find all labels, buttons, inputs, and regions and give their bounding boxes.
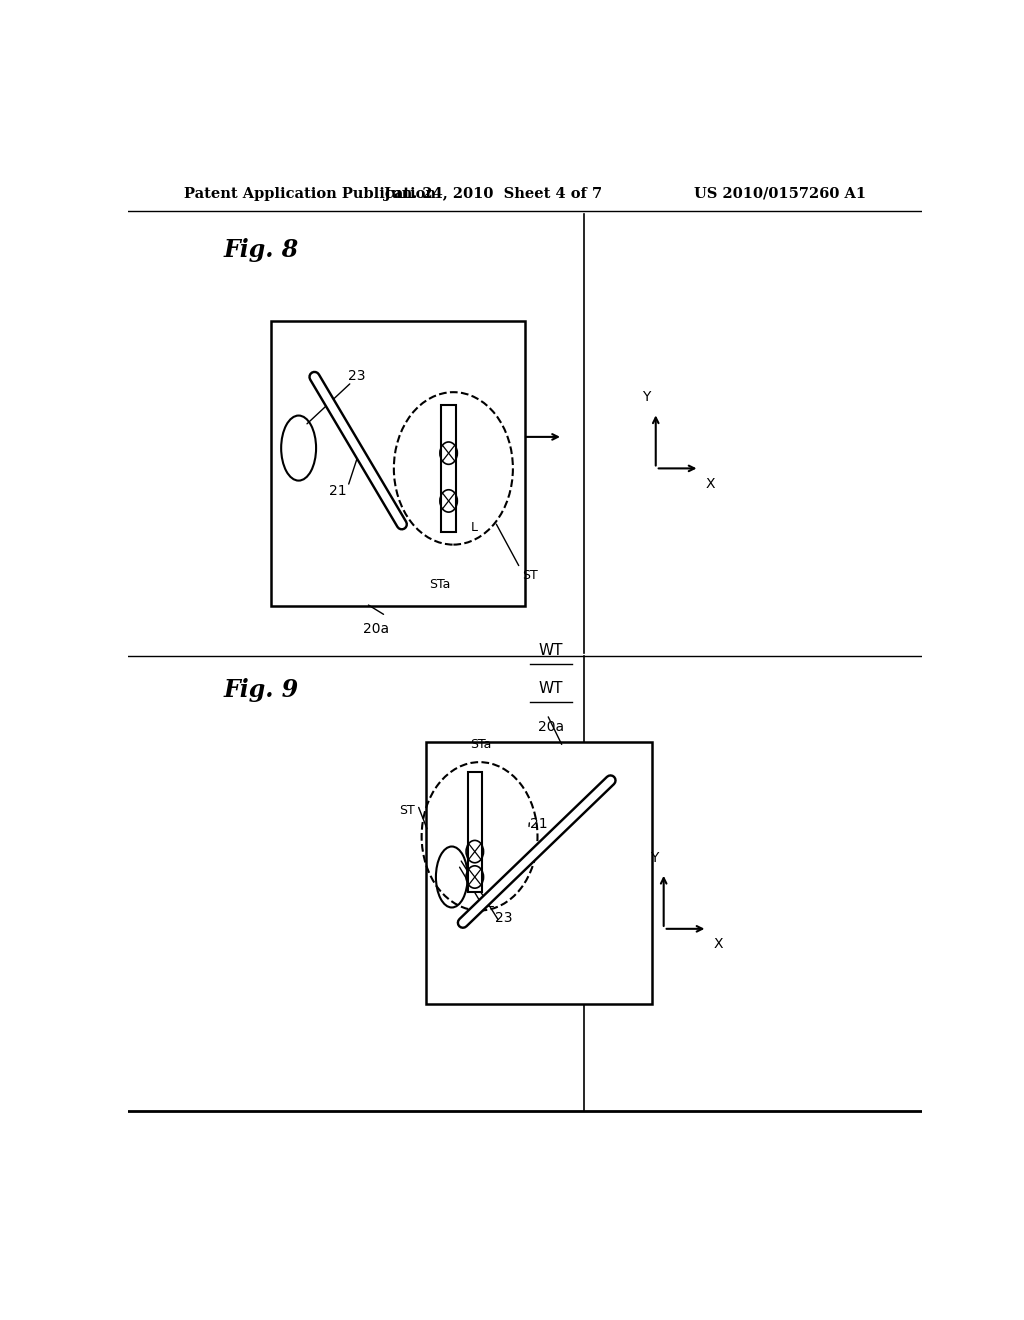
Bar bbox=[468, 772, 482, 892]
Text: Y: Y bbox=[650, 851, 658, 865]
Text: ST: ST bbox=[522, 569, 539, 582]
Text: L: L bbox=[471, 521, 478, 533]
Text: WT: WT bbox=[539, 681, 563, 697]
Text: US 2010/0157260 A1: US 2010/0157260 A1 bbox=[694, 187, 866, 201]
Text: 23: 23 bbox=[495, 911, 512, 924]
Text: WT: WT bbox=[539, 643, 563, 657]
Text: 21: 21 bbox=[530, 817, 548, 832]
Text: L: L bbox=[486, 896, 494, 909]
Ellipse shape bbox=[282, 416, 316, 480]
Text: Jun. 24, 2010  Sheet 4 of 7: Jun. 24, 2010 Sheet 4 of 7 bbox=[384, 187, 602, 201]
Text: Y: Y bbox=[642, 391, 650, 404]
Bar bbox=[441, 405, 456, 532]
Text: STa: STa bbox=[429, 578, 451, 591]
Text: X: X bbox=[706, 477, 715, 491]
Text: Patent Application Publication: Patent Application Publication bbox=[183, 187, 435, 201]
Text: ST: ST bbox=[399, 804, 416, 817]
Text: STa: STa bbox=[470, 738, 492, 751]
Bar bbox=[426, 742, 651, 1005]
Text: 20a: 20a bbox=[364, 622, 389, 636]
Bar bbox=[270, 321, 524, 606]
Text: 20a: 20a bbox=[538, 721, 564, 734]
Ellipse shape bbox=[436, 846, 468, 907]
Text: 23: 23 bbox=[348, 368, 366, 383]
Text: 21: 21 bbox=[330, 483, 347, 498]
Text: Fig. 9: Fig. 9 bbox=[223, 678, 298, 702]
Text: X: X bbox=[714, 937, 723, 950]
Text: Fig. 8: Fig. 8 bbox=[223, 238, 298, 261]
